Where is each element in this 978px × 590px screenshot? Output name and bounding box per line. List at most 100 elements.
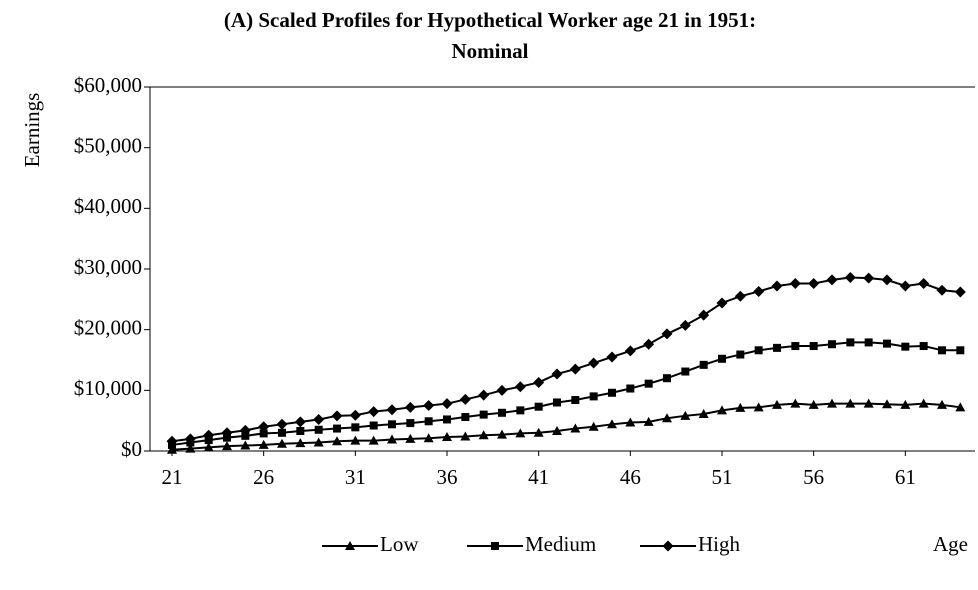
legend-label: Low <box>380 532 419 556</box>
marker <box>882 399 892 409</box>
marker <box>184 433 196 445</box>
marker <box>808 399 819 409</box>
x-tick-label: 26 <box>253 465 274 489</box>
marker <box>553 398 561 407</box>
marker <box>661 328 673 340</box>
marker <box>863 398 874 408</box>
marker <box>258 421 270 433</box>
marker <box>936 284 948 296</box>
marker <box>662 540 674 552</box>
marker <box>551 368 563 380</box>
marker <box>919 342 928 351</box>
marker <box>333 424 341 433</box>
y-tick-label: $60,000 <box>74 73 142 97</box>
marker <box>773 343 781 352</box>
y-tick-label: $40,000 <box>74 194 142 218</box>
x-tick-label: 51 <box>712 465 733 489</box>
marker <box>699 360 708 369</box>
marker <box>534 402 543 411</box>
y-tick-label: $50,000 <box>74 133 142 157</box>
marker <box>918 278 930 290</box>
marker <box>552 425 562 435</box>
marker <box>954 286 966 298</box>
marker <box>459 393 471 405</box>
marker <box>423 433 434 443</box>
marker <box>716 297 728 309</box>
marker <box>772 399 782 409</box>
marker <box>753 285 765 297</box>
marker <box>845 398 856 408</box>
marker <box>790 398 801 408</box>
legend-label: Medium <box>525 532 596 556</box>
marker <box>789 278 801 290</box>
marker <box>734 290 746 302</box>
x-tick-label: 46 <box>620 465 641 489</box>
marker <box>698 309 710 321</box>
marker <box>514 381 526 393</box>
marker <box>404 401 416 413</box>
marker <box>791 342 800 351</box>
marker <box>203 442 214 452</box>
marker <box>938 346 946 355</box>
marker <box>698 408 709 418</box>
marker <box>626 384 635 393</box>
marker <box>881 274 893 286</box>
marker <box>718 354 726 363</box>
marker <box>461 413 470 422</box>
marker <box>258 439 269 449</box>
marker <box>808 278 820 290</box>
x-tick-label: 36 <box>437 465 458 489</box>
legend-label: High <box>698 532 741 556</box>
x-axis-label: Age <box>933 532 968 556</box>
marker <box>753 402 764 412</box>
y-tick-label: $30,000 <box>74 255 142 279</box>
marker <box>351 423 360 432</box>
y-tick-label: $0 <box>121 437 142 461</box>
marker <box>332 436 342 446</box>
marker <box>460 431 471 441</box>
marker <box>314 425 323 434</box>
marker <box>844 271 856 283</box>
marker <box>624 345 636 357</box>
marker <box>497 429 507 439</box>
marker <box>516 406 525 415</box>
marker <box>570 423 581 433</box>
marker <box>607 419 617 429</box>
marker <box>443 415 451 424</box>
marker <box>533 376 545 388</box>
marker <box>221 427 233 439</box>
marker <box>863 272 875 284</box>
marker <box>662 413 672 423</box>
marker <box>955 402 966 412</box>
marker <box>679 319 691 331</box>
marker <box>441 398 453 410</box>
marker <box>423 400 435 411</box>
y-axis-label: Earnings <box>20 93 44 168</box>
marker <box>442 432 452 442</box>
marker <box>643 338 655 350</box>
marker <box>313 413 325 425</box>
marker <box>350 435 361 445</box>
marker <box>295 438 306 448</box>
marker <box>606 351 618 363</box>
marker <box>387 434 397 444</box>
chart-subtitle: Nominal <box>451 39 528 63</box>
chart-title: (A) Scaled Profiles for Hypothetical Wor… <box>224 8 756 32</box>
x-tick-label: 56 <box>803 465 824 489</box>
x-tick-label: 41 <box>528 465 549 489</box>
marker <box>901 342 910 351</box>
marker <box>533 427 544 437</box>
marker <box>369 421 378 430</box>
marker <box>681 367 690 376</box>
marker <box>296 426 305 435</box>
marker <box>569 363 581 375</box>
marker <box>240 440 251 450</box>
marker <box>276 418 288 430</box>
marker <box>478 430 489 440</box>
marker <box>278 428 286 437</box>
marker <box>846 338 855 347</box>
marker <box>277 438 287 448</box>
marker <box>386 404 398 416</box>
marker <box>331 410 343 422</box>
marker <box>368 435 379 445</box>
